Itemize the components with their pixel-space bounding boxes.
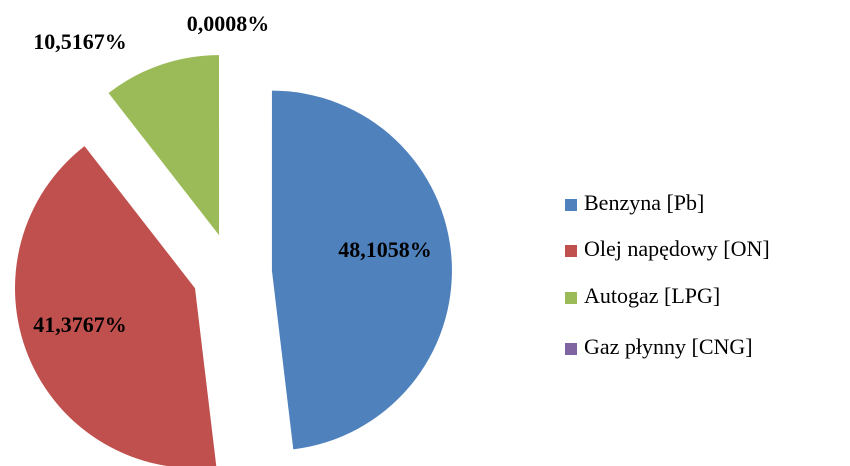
- legend-label: Autogaz [LPG]: [584, 283, 720, 308]
- data-label: 10,5167%: [33, 29, 127, 54]
- legend-swatch: [565, 199, 577, 211]
- legend-label: Olej napędowy [ON]: [584, 236, 770, 261]
- legend-swatch: [565, 292, 577, 304]
- pie-slice: [15, 146, 217, 466]
- legend-swatch: [565, 245, 577, 257]
- pie-slice: [271, 90, 452, 450]
- legend-label: Gaz płynny [CNG]: [584, 334, 753, 359]
- legend-swatch: [565, 343, 577, 355]
- legend-label: Benzyna [Pb]: [584, 190, 704, 215]
- data-label: 0,0008%: [187, 11, 270, 36]
- data-label: 41,3767%: [33, 312, 127, 337]
- data-label: 48,1058%: [338, 237, 432, 262]
- pie-slice: [108, 55, 220, 236]
